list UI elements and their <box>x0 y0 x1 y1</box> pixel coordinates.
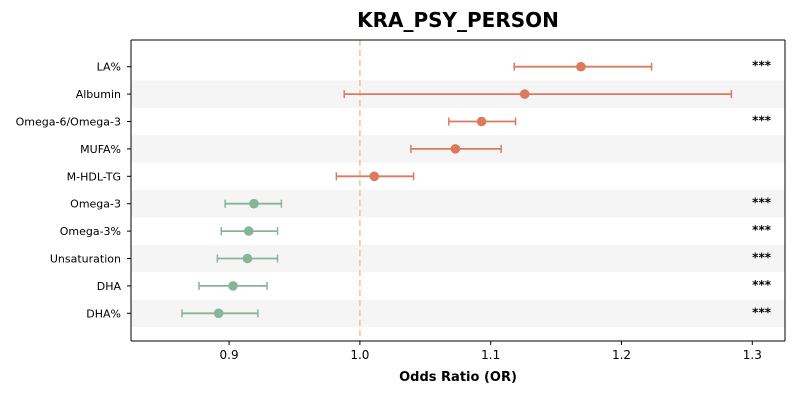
y-tick-label: Omega-3% <box>60 225 121 238</box>
or-point <box>369 171 380 182</box>
chart-title: KRA_PSY_PERSON <box>357 8 559 32</box>
x-axis-label: Odds Ratio (OR) <box>399 370 517 385</box>
or-point <box>576 61 586 72</box>
or-point <box>213 308 224 319</box>
or-point <box>476 116 487 127</box>
y-tick-label: Omega-6/Omega-3 <box>16 116 121 129</box>
or-point <box>249 198 259 209</box>
y-tick-label: Albumin <box>76 88 121 101</box>
x-tick-label: 1.3 <box>743 348 762 362</box>
or-point <box>519 89 530 99</box>
or-point <box>228 281 238 291</box>
significance-label: *** <box>752 196 772 210</box>
y-tick-label: M-HDL-TG <box>67 170 121 183</box>
or-point <box>450 144 461 154</box>
y-tick-label: MUFA% <box>80 143 121 156</box>
y-tick-label: Omega-3 <box>70 198 121 211</box>
y-tick-label: DHA% <box>86 307 121 320</box>
significance-label: *** <box>752 251 772 265</box>
y-tick-label: LA% <box>97 61 121 74</box>
significance-label: *** <box>752 59 772 73</box>
x-tick-label: 1.1 <box>481 348 500 362</box>
significance-label: *** <box>752 223 772 237</box>
significance-label: *** <box>752 278 772 292</box>
x-tick-label: 0.9 <box>220 348 239 362</box>
y-tick-label: DHA <box>97 280 122 293</box>
or-point <box>242 253 253 264</box>
y-tick-label: Unsaturation <box>50 253 121 266</box>
significance-label: *** <box>752 114 772 128</box>
or-point <box>243 226 254 236</box>
significance-label: *** <box>752 305 772 319</box>
x-tick-label: 1.0 <box>350 348 369 362</box>
x-tick-label: 1.2 <box>612 348 631 362</box>
